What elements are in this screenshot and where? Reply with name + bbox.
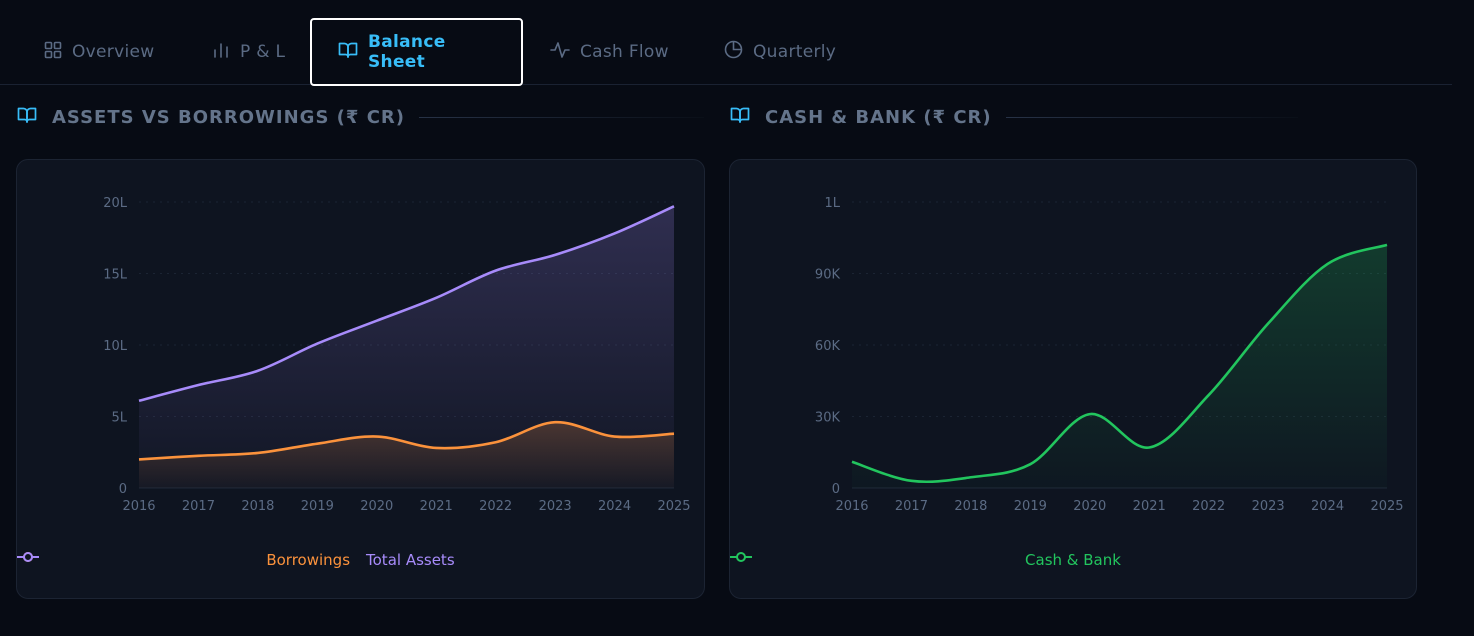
legend-marker-cash-bank	[730, 552, 752, 562]
tab-balance-sheet[interactable]: Balance Sheet	[310, 18, 523, 86]
x-tick-label: 2023	[1252, 499, 1285, 514]
x-tick-label: 2022	[1192, 499, 1225, 514]
y-tick-label: 0	[119, 482, 127, 497]
x-tick-label: 2016	[122, 499, 155, 514]
pie-chart-icon	[724, 40, 743, 64]
tab-bar: Overview P & L Balance Sheet Cash Flow	[0, 0, 1452, 86]
series-line-total-assets	[138, 205, 675, 403]
x-tick-label: 2020	[1073, 499, 1106, 514]
chart-legend: Borrowings Total Assets	[17, 551, 704, 569]
legend-marker-total-assets	[17, 552, 39, 562]
series-area-total-assets	[139, 206, 674, 488]
y-tick-label: 60K	[815, 339, 841, 354]
tab-label: P & L	[240, 42, 286, 62]
y-tick-label: 5L	[111, 411, 127, 426]
tab-label: Quarterly	[753, 42, 837, 62]
tab-cash-flow[interactable]: Cash Flow	[550, 18, 669, 86]
section-title: ASSETS VS BORROWINGS (₹ CR)	[52, 107, 405, 128]
x-tick-label: 2024	[598, 499, 631, 514]
y-tick-label: 20L	[103, 196, 128, 211]
x-tick-label: 2021	[1133, 499, 1166, 514]
y-tick-label: 1L	[824, 196, 840, 211]
section-title: CASH & BANK (₹ CR)	[765, 107, 992, 128]
legend-item-cash-bank[interactable]: Cash & Bank	[730, 551, 1121, 569]
x-tick-label: 2021	[420, 499, 453, 514]
assets-chart-card: 0 5L 10L 15L 20L 2016 2017 2018 2019 2020 2021 2022…	[16, 159, 705, 599]
x-tick-label: 2020	[360, 499, 393, 514]
x-tick-label: 2018	[954, 499, 987, 514]
tab-pnl[interactable]: P & L	[212, 18, 285, 86]
x-tick-label: 2022	[479, 499, 512, 514]
y-tick-label: 15L	[103, 268, 128, 283]
x-tick-label: 2019	[1014, 499, 1047, 514]
x-tick-label: 2025	[657, 499, 690, 514]
tab-label: Balance Sheet	[368, 32, 446, 72]
tab-quarterly[interactable]: Quarterly	[724, 18, 836, 86]
section-divider	[419, 117, 704, 118]
y-tick-label: 90K	[815, 268, 841, 283]
section-divider	[1005, 117, 1298, 118]
y-tick-label: 0	[832, 482, 840, 497]
cash-chart-card: 0 30K 60K 90K 1L 2016 2017 2018 2019 2020 2021 2022…	[729, 159, 1417, 599]
y-tick-label: 30K	[815, 411, 841, 426]
book-icon	[338, 41, 358, 64]
cash-and-bank-chart: 0 30K 60K 90K 1L 2016 2017 2018 2019 2020 2021 2022…	[815, 196, 1404, 514]
book-icon	[729, 106, 751, 129]
x-tick-label: 2025	[1370, 499, 1403, 514]
legend-item-borrowings[interactable]: Borrowings	[17, 551, 351, 569]
chart-legend: Cash & Bank	[730, 551, 1416, 569]
series-line-cash-bank	[851, 243, 1388, 484]
activity-icon	[550, 41, 570, 64]
section-header-assets: ASSETS VS BORROWINGS (₹ CR)	[16, 106, 704, 129]
x-tick-label: 2016	[835, 499, 868, 514]
series-line-borrowings	[138, 420, 675, 461]
grid-icon	[44, 41, 62, 64]
series-area-cash-bank	[852, 244, 1387, 488]
tab-overview[interactable]: Overview	[44, 18, 154, 86]
legend-item-total-assets[interactable]: Total Assets	[17, 551, 455, 569]
x-tick-label: 2018	[241, 499, 274, 514]
legend-label: Cash & Bank	[1025, 551, 1121, 569]
x-tick-label: 2019	[301, 499, 334, 514]
series-area-borrowings	[139, 422, 674, 488]
assets-vs-borrowings-chart: 0 5L 10L 15L 20L 2016 2017 2018 2019 2020 2021 2022…	[103, 196, 690, 514]
legend-label: Borrowings	[266, 551, 351, 569]
x-tick-label: 2017	[182, 499, 215, 514]
tab-label: Overview	[72, 42, 155, 62]
y-tick-label: 10L	[103, 339, 128, 354]
bar-chart-icon	[212, 41, 230, 64]
legend-label: Total Assets	[366, 551, 455, 569]
section-header-cash: CASH & BANK (₹ CR)	[729, 106, 1298, 129]
x-tick-label: 2024	[1311, 499, 1344, 514]
x-tick-label: 2017	[895, 499, 928, 514]
book-icon	[16, 106, 38, 129]
tab-label: Cash Flow	[580, 42, 669, 62]
x-tick-label: 2023	[539, 499, 572, 514]
